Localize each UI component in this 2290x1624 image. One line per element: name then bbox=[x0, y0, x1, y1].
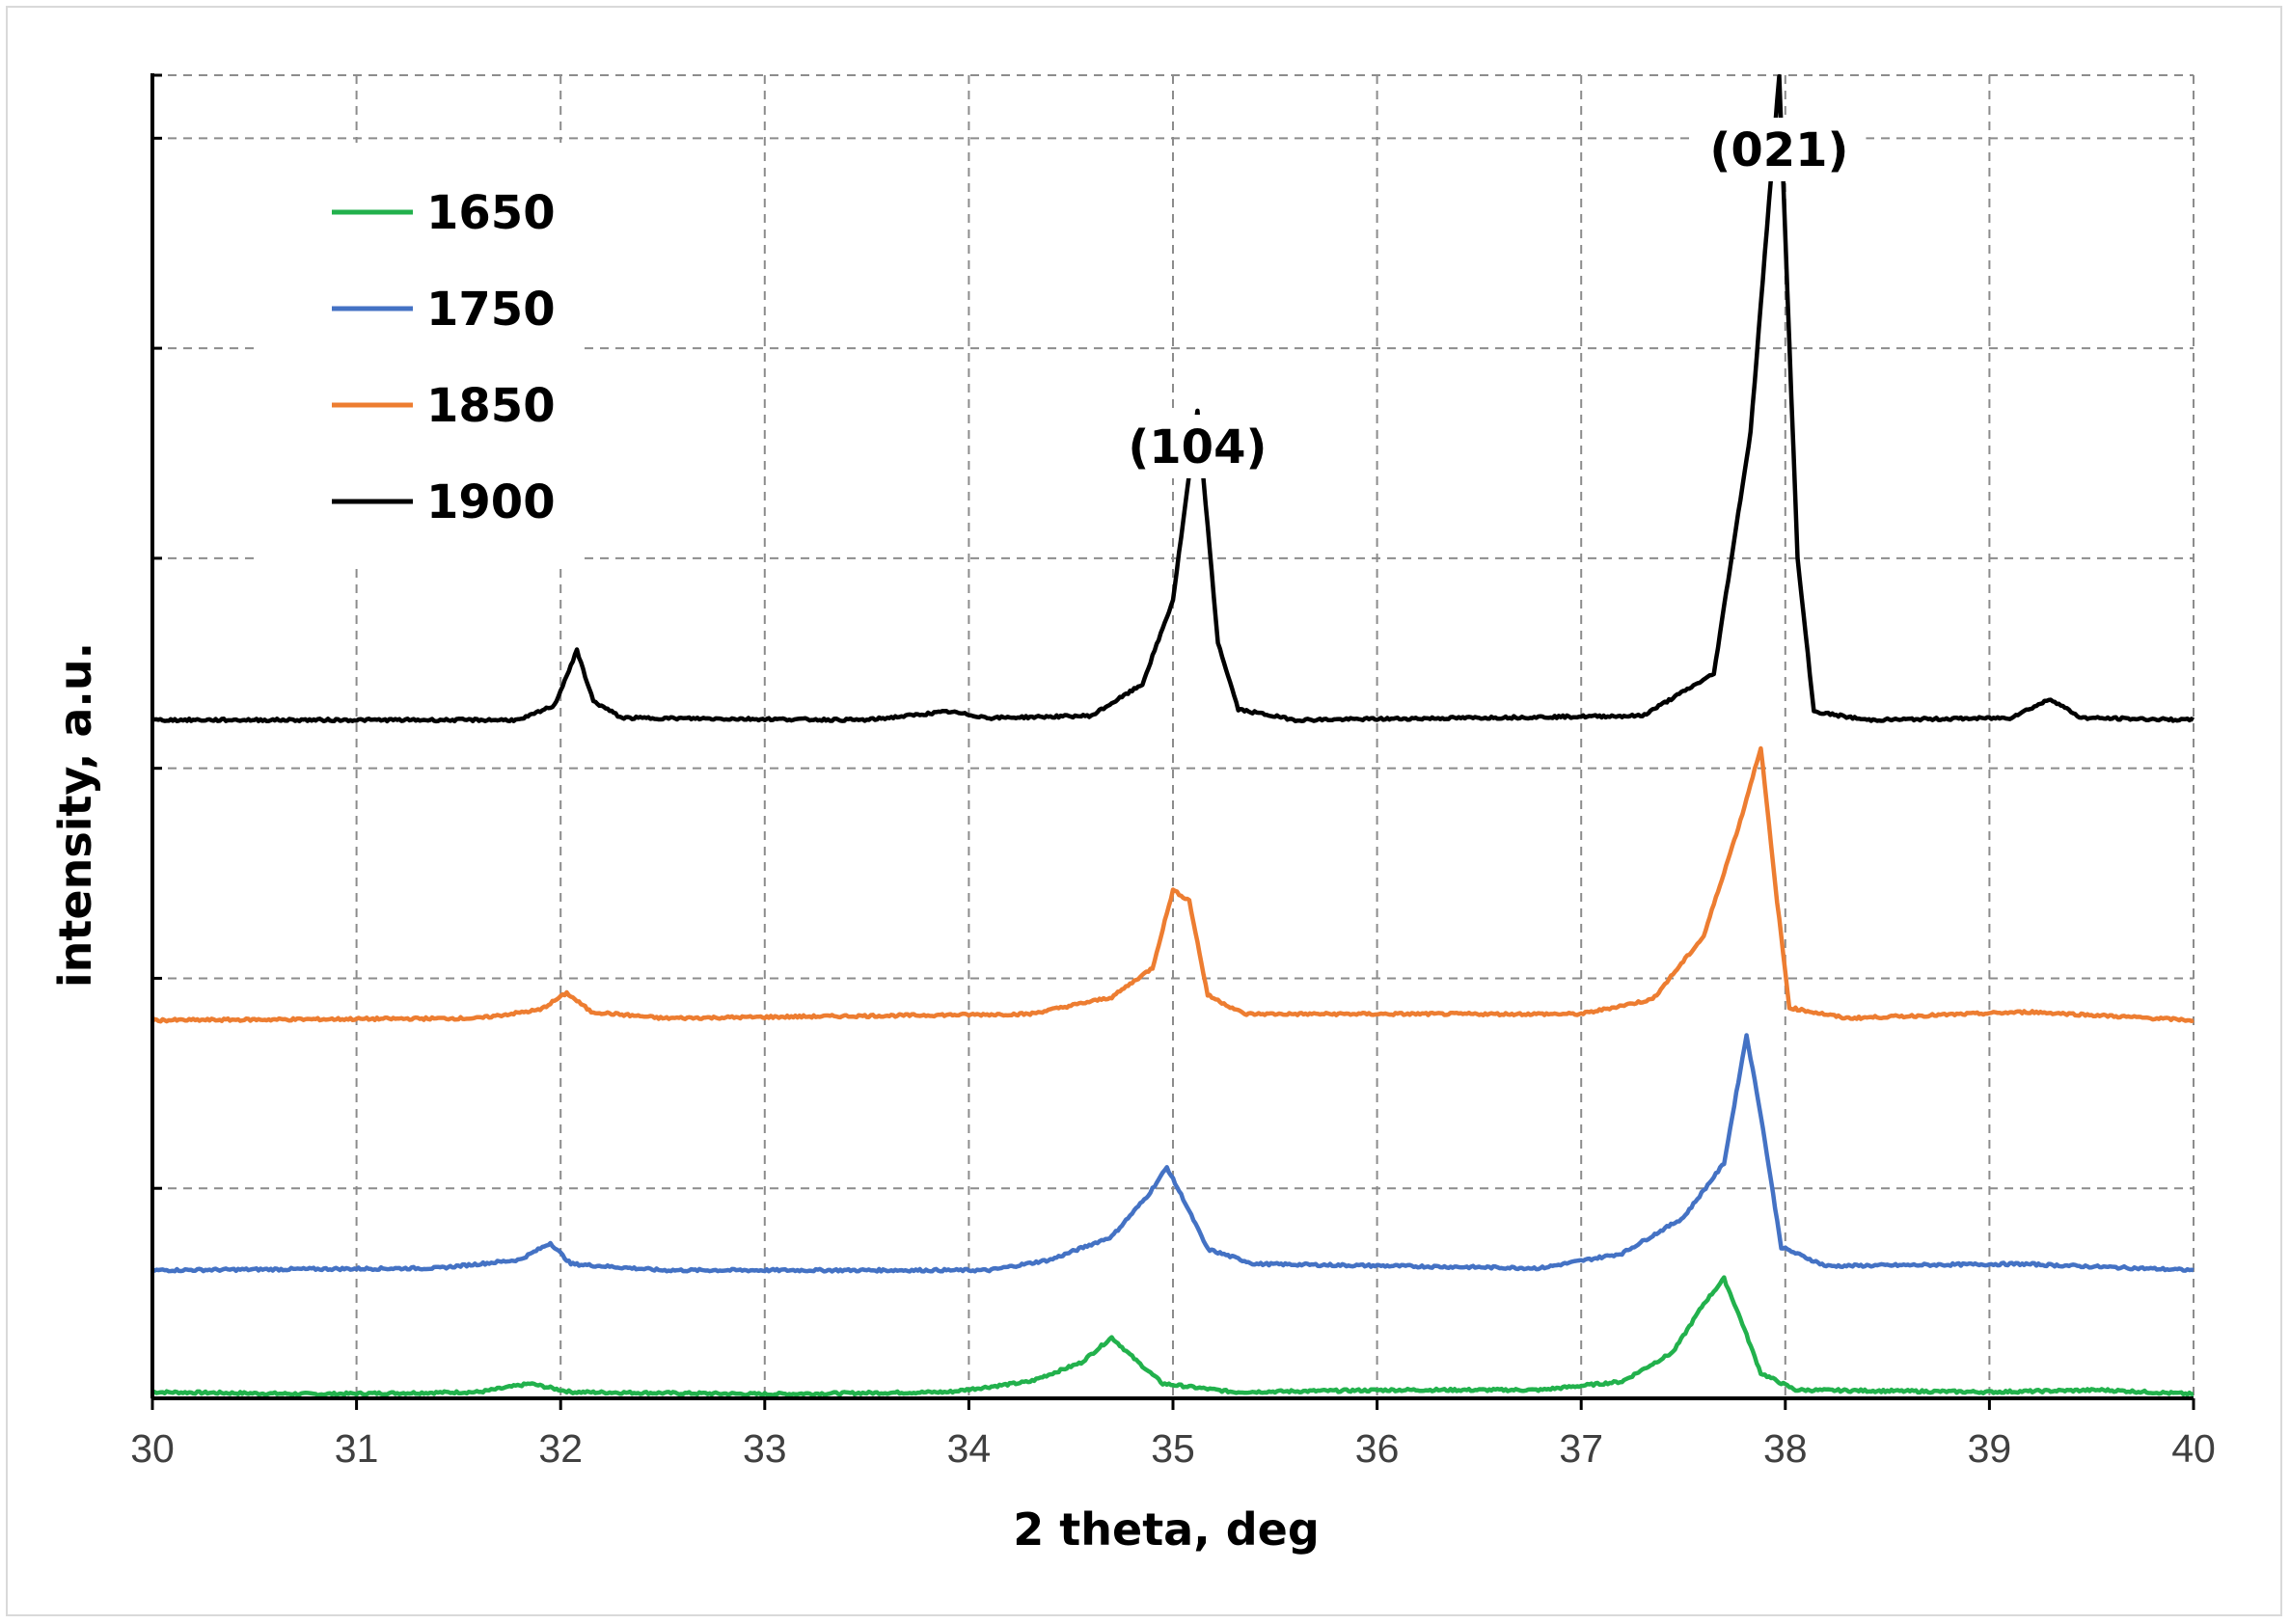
x-tick-labels: 30 31 32 33 34 35 36 37 38 39 40 bbox=[130, 1426, 2216, 1471]
x-tick-label-7: 37 bbox=[1559, 1426, 1603, 1471]
legend: 1650 1750 1850 1900 bbox=[260, 143, 579, 567]
peak-label-1: (021) bbox=[1709, 123, 1848, 177]
x-tick-label-10: 40 bbox=[2171, 1426, 2216, 1471]
x-tick-label-9: 39 bbox=[1968, 1426, 2012, 1471]
legend-label-1750: 1750 bbox=[426, 283, 556, 337]
series-group bbox=[150, 73, 2195, 1398]
x-tick-label-2: 32 bbox=[538, 1426, 583, 1471]
series-line-1650 bbox=[151, 1275, 2195, 1398]
series-line-1750 bbox=[150, 1033, 2195, 1274]
series-line-1900 bbox=[151, 73, 2195, 724]
legend-box bbox=[260, 143, 579, 567]
peak-annotations: (104) (021) bbox=[1110, 118, 1867, 478]
x-axis-title: 2 theta, deg bbox=[1013, 1503, 1320, 1556]
x-tick-label-6: 36 bbox=[1355, 1426, 1400, 1471]
legend-label-1650: 1650 bbox=[426, 186, 556, 240]
x-tick-label-3: 33 bbox=[743, 1426, 787, 1471]
x-tick-label-4: 34 bbox=[947, 1426, 992, 1471]
legend-label-1900: 1900 bbox=[426, 475, 556, 529]
annotation-bg-1 bbox=[1692, 118, 1867, 181]
annotation-bg-0 bbox=[1110, 415, 1285, 478]
series-line-1850 bbox=[150, 745, 2195, 1024]
x-tick-label-5: 35 bbox=[1151, 1426, 1195, 1471]
x-tick-label-8: 38 bbox=[1763, 1426, 1808, 1471]
peak-label-0: (104) bbox=[1128, 420, 1267, 474]
axes bbox=[150, 73, 2195, 1410]
legend-label-1850: 1850 bbox=[426, 379, 556, 433]
x-tick-label-1: 31 bbox=[335, 1426, 379, 1471]
y-axis-title: intensity, a.u. bbox=[49, 642, 101, 988]
x-tick-label-0: 30 bbox=[130, 1426, 175, 1471]
